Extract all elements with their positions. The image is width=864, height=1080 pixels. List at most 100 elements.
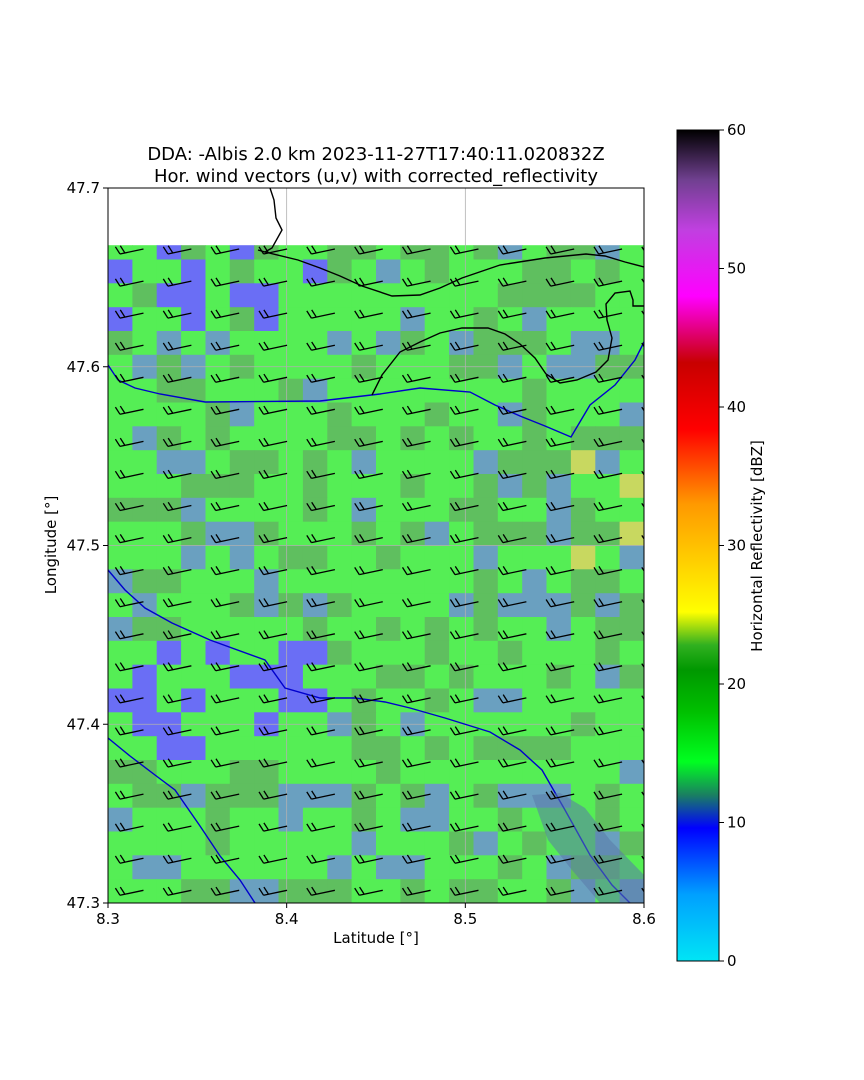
heatmap-cell	[619, 402, 644, 427]
heatmap-cell	[619, 736, 644, 761]
heatmap-cell	[473, 450, 499, 475]
wind-barb	[306, 373, 336, 383]
wind-barb	[401, 309, 431, 319]
wind-barb	[114, 886, 144, 896]
heatmap-cell	[205, 378, 231, 404]
heatmap-cell	[156, 736, 182, 761]
heatmap-cell	[108, 783, 133, 809]
wind-barb	[497, 373, 527, 383]
heatmap-cell	[254, 259, 280, 284]
heatmap-cell	[424, 521, 450, 547]
wind-barb	[545, 758, 575, 768]
heatmap-cell	[424, 855, 450, 880]
heatmap-cell	[229, 245, 255, 261]
heatmap-cell	[181, 402, 207, 427]
y-axis-label: Longitude [°]	[42, 496, 60, 595]
heatmap-cell	[570, 307, 596, 332]
wind-barb	[641, 631, 644, 640]
wind-barb	[354, 886, 383, 896]
heatmap-cell	[278, 378, 304, 404]
heatmap-cell	[522, 688, 548, 713]
wind-barb	[545, 630, 575, 640]
wind-barb	[354, 854, 383, 864]
wind-barb	[593, 598, 623, 608]
wind-barb	[401, 598, 431, 608]
heatmap-cell	[327, 283, 353, 308]
heatmap-cell	[254, 545, 280, 570]
heatmap-cell	[400, 664, 426, 690]
wind-barb	[497, 566, 527, 576]
wind-barb	[354, 277, 383, 287]
heatmap-cell	[473, 521, 499, 547]
heatmap-cell	[229, 331, 255, 356]
heatmap-cell	[522, 378, 548, 404]
heatmap-cell	[570, 245, 596, 261]
heatmap-cell	[132, 521, 158, 547]
heatmap-cell	[376, 879, 401, 903]
heatmap-cell	[351, 307, 377, 332]
heatmap-cell	[570, 402, 596, 427]
wind-barb	[114, 437, 144, 448]
heatmap-cell	[254, 426, 280, 451]
wind-barb	[641, 823, 644, 832]
wind-barb	[210, 437, 240, 448]
heatmap-cell	[205, 640, 231, 666]
heatmap-cell	[132, 545, 158, 570]
heatmap-cell	[156, 402, 182, 427]
wind-barb	[306, 566, 336, 576]
wind-barb	[210, 309, 240, 319]
heatmap-cell	[619, 640, 644, 666]
wind-barb	[545, 662, 575, 672]
heatmap-cell	[619, 783, 644, 809]
wind-barb	[497, 437, 527, 448]
y-axis: 47.3 47.4 47.5 47.6 47.7	[67, 179, 108, 912]
heatmap-cell	[619, 331, 644, 356]
heatmap-cell	[327, 245, 353, 261]
heatmap-cell	[156, 545, 182, 570]
heatmap-cell	[108, 831, 133, 856]
wind-barb	[114, 662, 144, 672]
heatmap-cell	[619, 307, 644, 332]
heatmap-cell	[497, 521, 523, 547]
wind-barb	[641, 727, 644, 736]
heatmap-cell	[619, 569, 644, 594]
heatmap-cell	[376, 783, 401, 809]
heatmap-cell	[205, 807, 231, 833]
heatmap-cell	[376, 807, 401, 833]
heatmap-cell	[254, 307, 280, 332]
heatmap-cell	[546, 259, 572, 284]
heatmap-cell	[108, 617, 133, 642]
wind-barb	[210, 405, 240, 415]
heatmap-cell	[132, 426, 158, 451]
heatmap-cell	[424, 688, 450, 713]
wind-barb	[306, 341, 336, 351]
heatmap-cell	[400, 426, 426, 451]
wind-barb	[354, 373, 383, 383]
wind-barb	[114, 566, 144, 576]
heatmap-cell	[473, 831, 499, 856]
heatmap-cell	[351, 474, 377, 499]
heatmap-cell	[229, 569, 255, 594]
heatmap-cell	[424, 593, 450, 618]
wind-barb	[210, 469, 240, 480]
heatmap-cell	[205, 307, 231, 332]
wind-barb	[641, 759, 644, 768]
wind-barb	[258, 309, 288, 319]
heatmap-cell	[156, 640, 182, 666]
wind-barb	[497, 405, 527, 415]
heatmap-cell	[181, 450, 207, 475]
wind-barb	[497, 341, 527, 351]
heatmap-cell	[229, 426, 255, 451]
heatmap-cell	[254, 831, 280, 856]
wind-barb	[641, 438, 644, 447]
heatmap-cell	[302, 855, 328, 880]
border-line-east	[371, 290, 644, 396]
colorbar-ticks: 0 10 20 30 40 50 60	[719, 121, 746, 970]
heatmap-cell	[229, 879, 255, 903]
wind-barb	[401, 373, 431, 383]
wind-barb	[449, 373, 479, 383]
heatmap-cell	[327, 760, 353, 785]
heatmap-cell	[229, 521, 255, 547]
wind-barb	[593, 758, 623, 768]
